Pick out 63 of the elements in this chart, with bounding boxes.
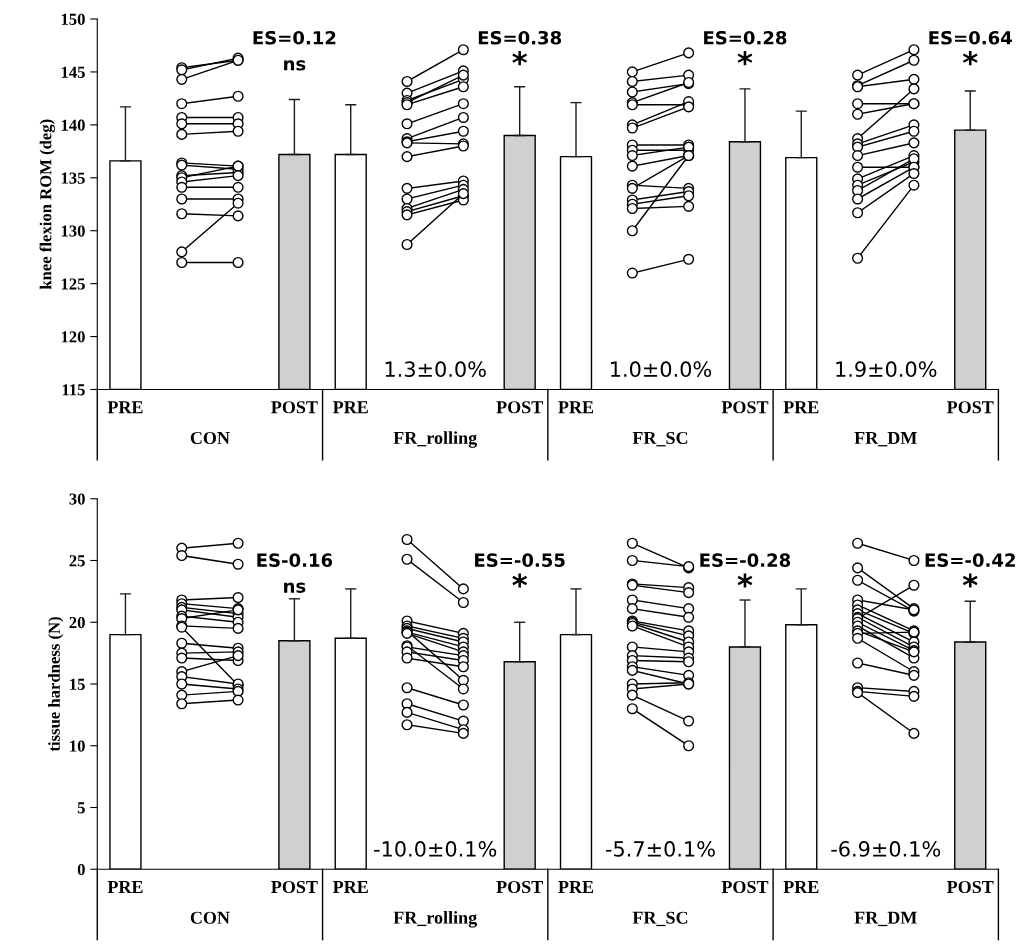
x-tick-label: PRE — [332, 401, 368, 414]
text: CON — [190, 911, 230, 924]
y-axis-title: knee flexion ROM (deg) — [39, 119, 55, 290]
y-tick-label: 135 — [61, 172, 85, 184]
x-tick-label: PRE — [558, 401, 594, 414]
annotation: ES=0.38 — [478, 30, 562, 45]
x-tick-label: PRE — [107, 881, 143, 893]
text: FR_DM — [854, 911, 917, 927]
x-tick-label: POST — [946, 880, 994, 894]
annotation: ES=-0.55 — [475, 553, 565, 567]
annotation: * — [737, 573, 753, 588]
y-axis-title: tissue hardness (N) — [48, 617, 64, 752]
annotation: ES=0.12 — [253, 30, 336, 45]
x-tick-label: PRE — [332, 881, 368, 893]
y-tick-label: 20 — [69, 616, 85, 629]
annotation: 1.9±0.0% — [836, 361, 937, 378]
x-tick-label: POST — [946, 401, 994, 414]
x-tick-label: POST — [496, 880, 543, 894]
annotation: * — [512, 573, 528, 588]
text: FR_DM — [854, 432, 917, 447]
y-tick-label: 0 — [77, 863, 85, 876]
text: FR_rolling — [393, 911, 477, 928]
x-tick-label: POST — [271, 880, 318, 894]
y-tick-label: 25 — [69, 555, 85, 567]
annotation: ns — [284, 60, 306, 71]
annotation: ES=0.64 — [929, 30, 1012, 45]
y-tick-label: 30 — [69, 493, 85, 505]
x-tick-label: POST — [721, 401, 769, 414]
y-tick-label: 125 — [61, 278, 85, 290]
text: FR_SC — [632, 431, 688, 447]
annotation: * — [962, 51, 978, 66]
annotation: ES=0.28 — [704, 30, 787, 45]
annotation: ES=-0.28 — [700, 553, 791, 567]
annotation: ES-0.16 — [257, 553, 333, 567]
y-tick-label: 115 — [62, 384, 85, 396]
y-tick-label: 15 — [70, 678, 85, 690]
x-tick-label: POST — [271, 401, 318, 414]
annotation: -10.0±0.1% — [374, 841, 497, 857]
annotation: ES=-0.42 — [925, 553, 1015, 567]
text: CON — [190, 431, 230, 445]
annotation: * — [737, 51, 753, 66]
x-tick-label: PRE — [783, 881, 819, 893]
text: FR_rolling — [393, 431, 477, 448]
x-tick-label: POST — [721, 880, 769, 894]
y-tick-label: 130 — [61, 225, 85, 237]
annotation: ns — [284, 582, 306, 593]
text: FR_SC — [632, 911, 688, 927]
x-tick-label: POST — [496, 401, 543, 414]
y-tick-label: 5 — [77, 802, 85, 814]
annotation: * — [962, 573, 978, 588]
annotation: -5.7±0.1% — [605, 841, 715, 857]
annotation: 1.3±0.0% — [385, 361, 486, 378]
x-tick-label: PRE — [558, 881, 594, 893]
annotation: * — [512, 51, 528, 66]
annotation: 1.0±0.0% — [611, 361, 712, 378]
y-tick-label: 120 — [61, 331, 85, 343]
y-tick-label: 145 — [61, 66, 85, 78]
annotation: -6.9±0.1% — [831, 841, 941, 857]
y-tick-label: 140 — [61, 119, 85, 131]
y-tick-label: 150 — [61, 13, 85, 25]
y-tick-label: 10 — [70, 740, 85, 752]
x-tick-label: PRE — [783, 401, 819, 414]
x-tick-label: PRE — [107, 401, 143, 414]
